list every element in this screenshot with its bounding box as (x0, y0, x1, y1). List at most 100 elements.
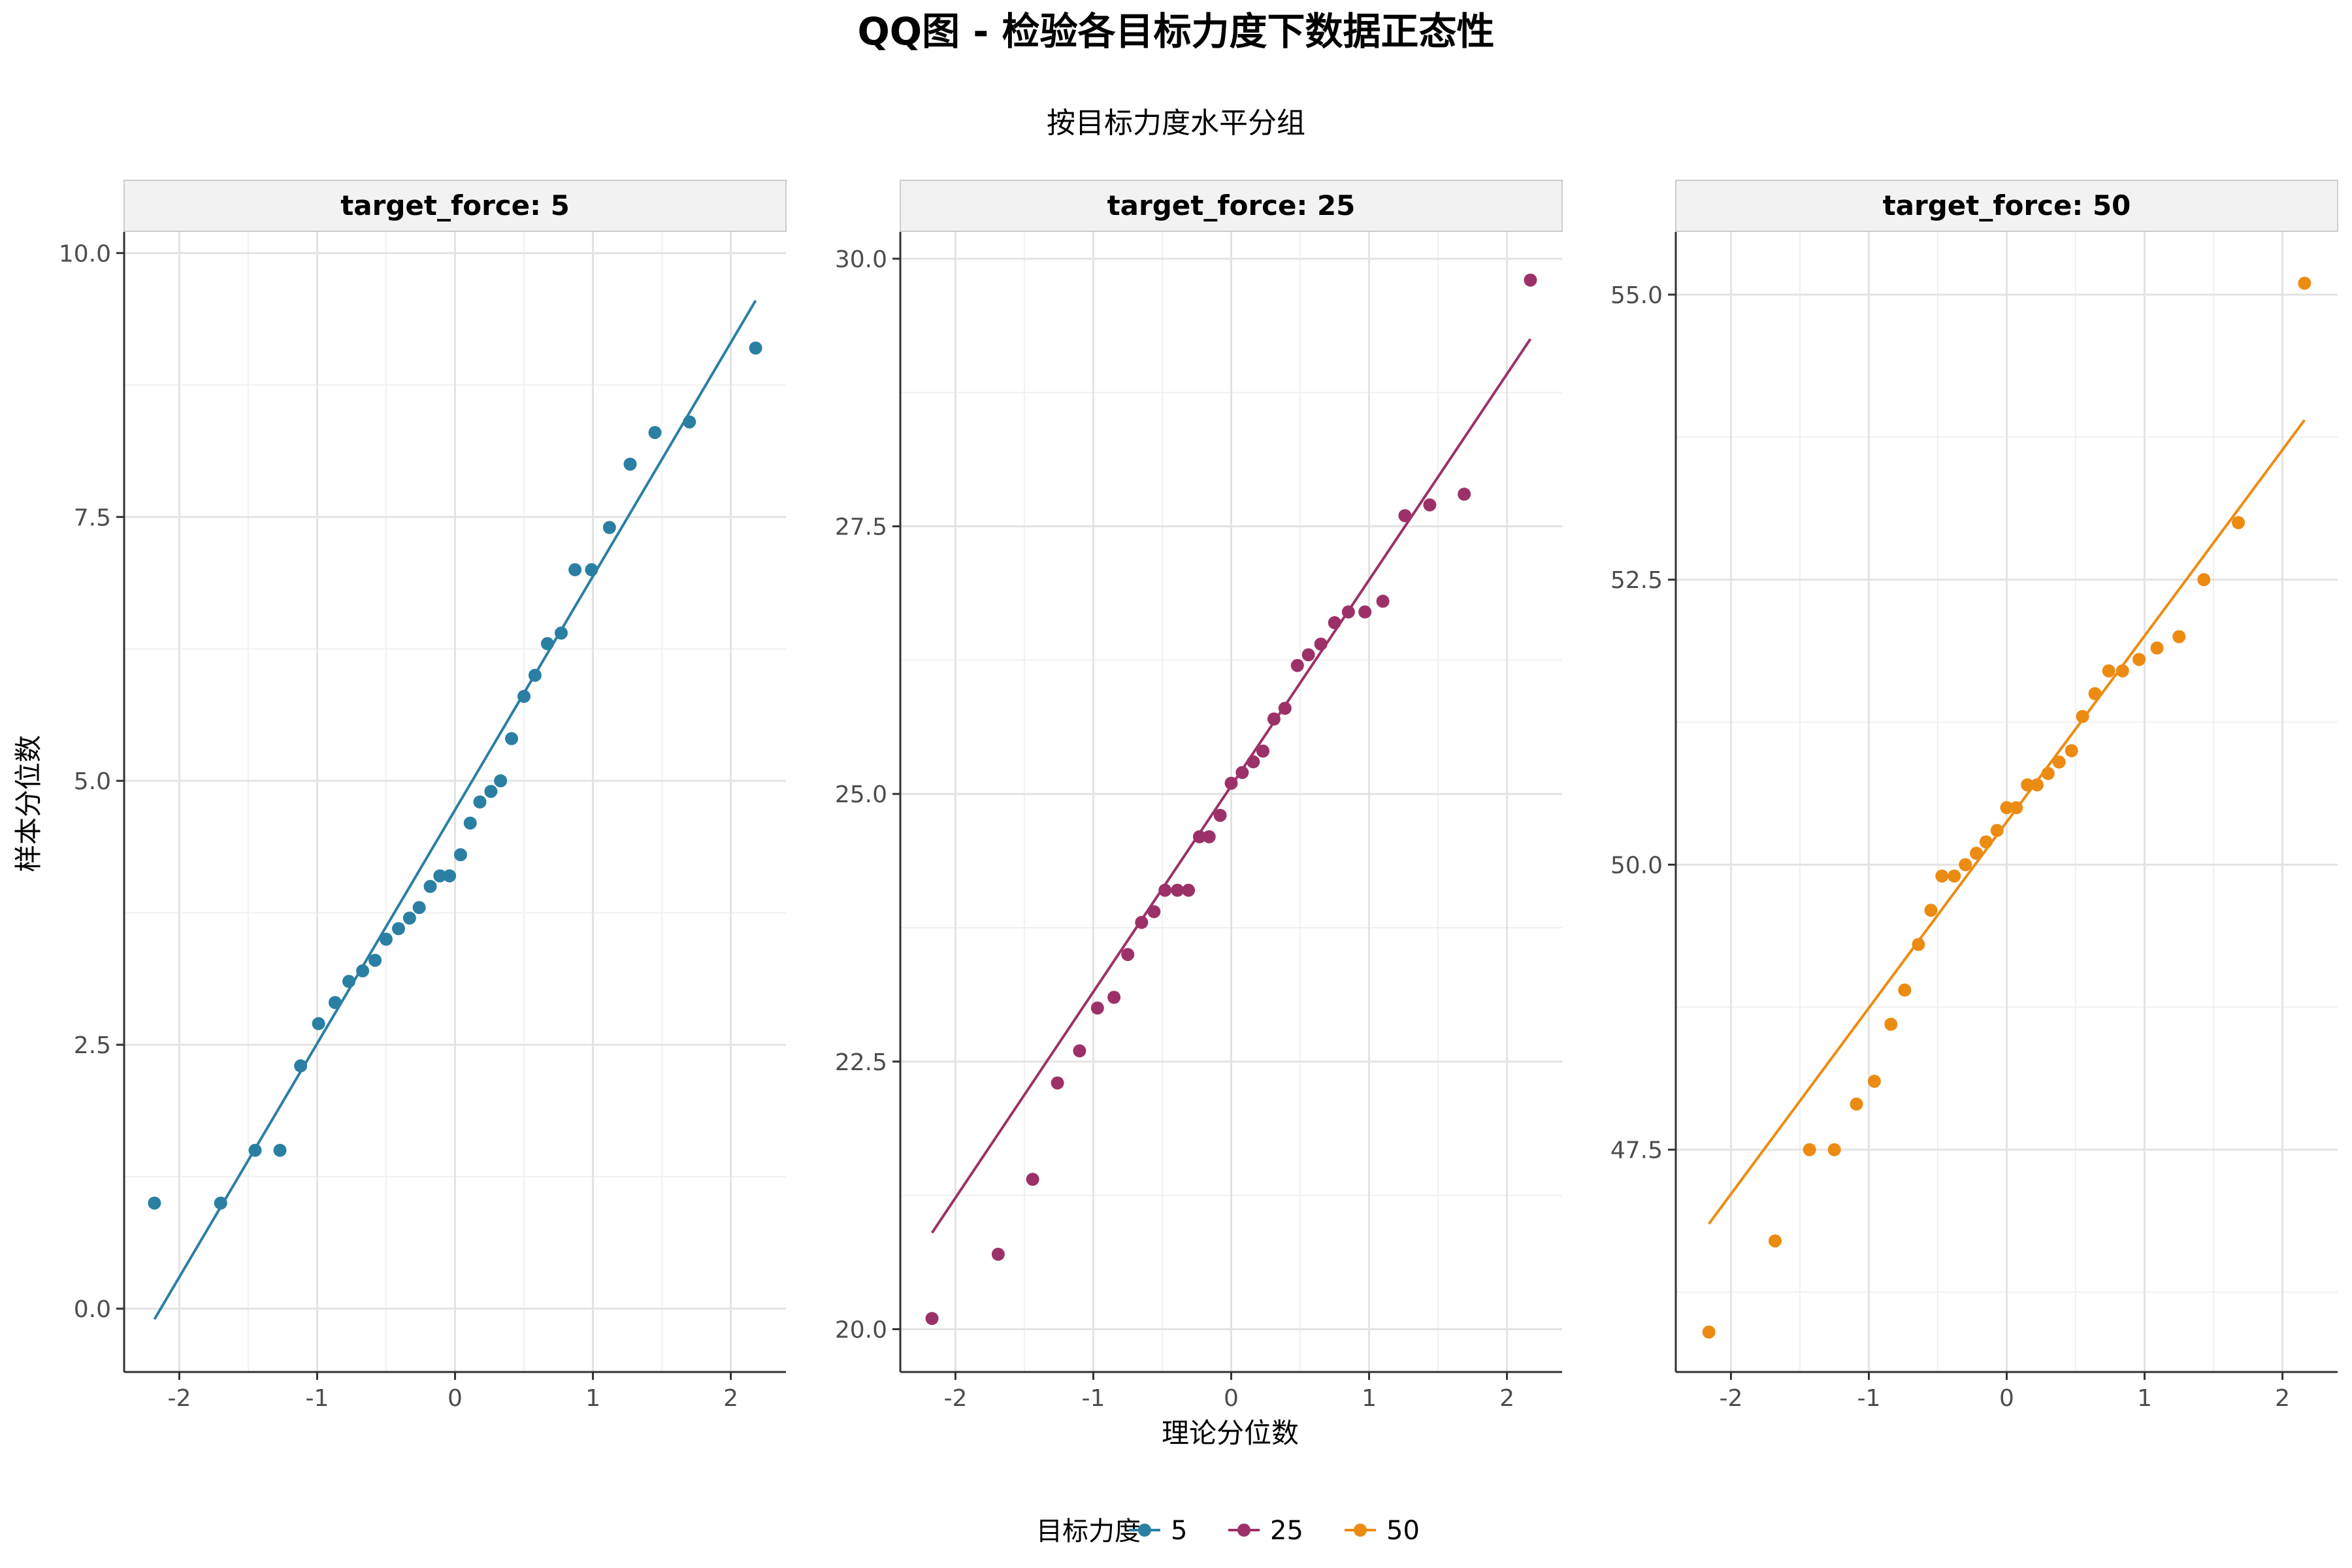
qq-point (1171, 883, 1184, 897)
y-axis-title: 样本分位数 (12, 735, 44, 872)
x-tick-label: -1 (306, 1385, 329, 1412)
qq-point (2088, 687, 2102, 700)
qq-point (1314, 637, 1328, 651)
qq-point (312, 1017, 325, 1030)
legend-item-25: 25 (1228, 1516, 1303, 1546)
qq-point (2010, 801, 2023, 815)
strip-label: target_force: 5 (340, 189, 570, 221)
legend-item-label: 50 (1386, 1516, 1420, 1546)
qq-point (1979, 835, 1993, 849)
qq-point (484, 785, 498, 798)
qq-point (453, 848, 467, 862)
x-tick-label: 0 (448, 1385, 463, 1412)
qq-point (433, 869, 447, 883)
qq-point (2298, 276, 2311, 290)
legend-key-point (1138, 1524, 1151, 1537)
qq-point (2065, 743, 2078, 757)
qq-point (1935, 869, 1949, 883)
legend-item-label: 25 (1270, 1516, 1303, 1546)
legend: 目标力度 5 25 50 (1036, 1516, 1420, 1546)
legend-title: 目标力度 (1036, 1516, 1141, 1546)
facet-panels: target_force: 5-2 -1 0 1 20.02.55.07.510.0ta… (59, 180, 2338, 1412)
qq-point (528, 668, 542, 682)
qq-point (2052, 755, 2066, 769)
qq-point (1884, 1017, 1898, 1031)
qq-point (540, 637, 554, 651)
qq-point (1990, 824, 2004, 838)
qq-point (1524, 273, 1537, 287)
strip-background (123, 180, 787, 232)
x-tick-label: -2 (167, 1385, 191, 1412)
qq-point (473, 795, 487, 809)
qq-point (443, 869, 457, 883)
x-tick-label: 1 (1362, 1385, 1377, 1412)
qq-point (412, 901, 426, 915)
legend-item-label: 5 (1171, 1516, 1187, 1546)
qq-point (1341, 605, 1355, 619)
y-tick-label: 30.0 (835, 246, 887, 273)
qq-point (991, 1247, 1005, 1261)
qq-point (1970, 847, 1984, 860)
qq-point (379, 932, 393, 946)
qq-point (402, 911, 416, 925)
x-tick-label: 0 (1999, 1385, 2014, 1412)
x-tick-label: -1 (1082, 1385, 1105, 1412)
panel-2: target_force: 25 -2 -1 0 1 2 20.0 22.5 25.0 27.5 3… (835, 180, 1563, 1412)
qq-point (2172, 630, 2186, 644)
qq-point (1256, 744, 1270, 758)
chart-subtitle: 按目标力度水平分组 (1047, 106, 1305, 140)
y-tick-label: 5.0 (74, 768, 111, 795)
qq-point (214, 1196, 227, 1210)
y-tick-label: 52.5 (1610, 567, 1663, 594)
qq-point (2150, 641, 2164, 655)
x-tick-label: 1 (585, 1385, 600, 1412)
qq-point (273, 1143, 287, 1157)
qq-point (463, 816, 477, 830)
qq-point (294, 1059, 308, 1073)
x-tick-label: -2 (1719, 1385, 1742, 1412)
qq-point (925, 1312, 939, 1326)
qq-point (568, 563, 582, 577)
panel-3: target_force: 50 -2 -1 0 1 2 47.5 50.0 52.5 55.0 (1610, 180, 2338, 1412)
qq-point (356, 964, 370, 978)
x-tick-label: -2 (943, 1385, 967, 1412)
x-tick-label: 2 (2275, 1385, 2290, 1412)
qq-point (555, 626, 568, 640)
qq-point (505, 732, 519, 745)
qq-point (1135, 915, 1149, 929)
legend-key-point (1237, 1524, 1250, 1537)
qq-point (1213, 808, 1227, 822)
qq-point (1398, 509, 1412, 523)
qq-point (1898, 983, 1912, 997)
y-tick-label: 7.5 (74, 504, 111, 531)
y-tick-label: 10.0 (59, 240, 111, 267)
qq-point (1912, 938, 1925, 951)
x-tick-label: 2 (1499, 1385, 1514, 1412)
qq-point (1107, 990, 1121, 1004)
qq-point (683, 415, 696, 429)
y-tick-label: 47.5 (1610, 1137, 1663, 1164)
y-tick-label: 27.5 (835, 514, 887, 541)
chart-title: QQ图 - 检验各目标力度下数据正态性 (857, 9, 1494, 54)
qq-point (1247, 755, 1260, 769)
qq-point (1458, 487, 1471, 501)
qq-point (1948, 869, 1961, 883)
qq-point (1867, 1075, 1881, 1088)
qq-point (2132, 653, 2146, 666)
y-tick-label: 25.0 (835, 781, 887, 808)
qq-point (2232, 515, 2246, 529)
qq-point (1267, 712, 1281, 726)
x-tick-label: -1 (1857, 1385, 1881, 1412)
qq-point (368, 953, 382, 967)
qq-point (1702, 1325, 1716, 1339)
qq-point (1121, 947, 1135, 961)
qq-point (248, 1143, 262, 1157)
qq-point (1301, 648, 1315, 662)
qq-point (602, 521, 616, 534)
qq-point (1959, 858, 1972, 872)
qq-point (1423, 498, 1437, 512)
y-tick-label: 0.0 (74, 1296, 111, 1323)
strip-background (900, 180, 1563, 232)
qq-point (1358, 605, 1372, 619)
qq-point (148, 1196, 161, 1210)
